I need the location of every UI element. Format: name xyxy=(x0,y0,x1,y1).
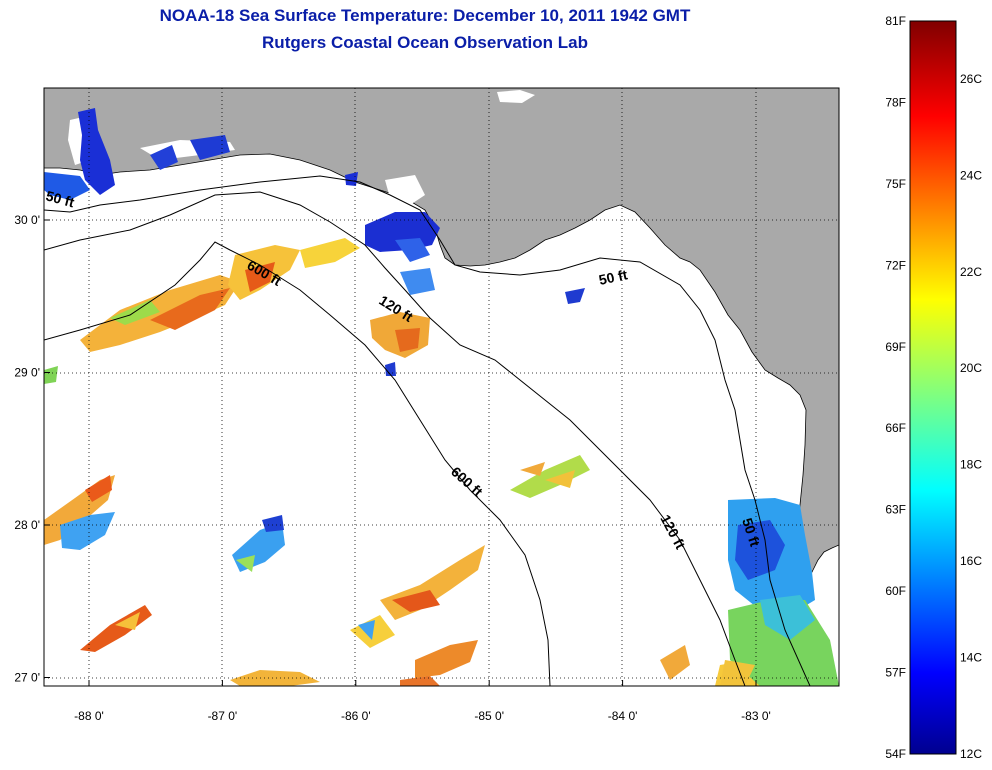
sst-patch xyxy=(545,470,575,488)
colorbar-c-label: 24C xyxy=(960,168,982,182)
colorbar-celsius-labels: 26C 24C 22C 20C 18C 16C 14C 12C xyxy=(960,72,982,761)
sst-patch xyxy=(230,670,320,686)
sst-patch xyxy=(115,612,140,630)
map-subtitle: Rutgers Coastal Ocean Observation Lab xyxy=(262,33,588,52)
lake-north xyxy=(497,90,535,103)
sst-patch xyxy=(262,515,284,532)
sst-patch xyxy=(44,172,90,200)
lon-tick-label: -86 0' xyxy=(341,709,371,723)
colorbar-c-label: 20C xyxy=(960,361,982,375)
sst-patch xyxy=(60,512,115,550)
lat-lon-grid xyxy=(44,88,839,686)
colorbar-f-label: 75F xyxy=(885,177,906,191)
colorbar-f-label: 66F xyxy=(885,421,906,435)
lon-tick-label: -84 0' xyxy=(608,709,638,723)
sst-patch xyxy=(358,620,375,640)
sst-patch xyxy=(44,366,58,384)
map-title: NOAA-18 Sea Surface Temperature: Decembe… xyxy=(159,6,691,25)
sst-patch xyxy=(150,288,230,330)
contour-120ft xyxy=(44,191,746,686)
sst-patch xyxy=(392,590,440,612)
sst-patch xyxy=(735,520,785,580)
contour-label: 50 ft xyxy=(597,266,629,288)
lat-tick-label: 29 0' xyxy=(14,366,40,380)
map-content: 50 ft 600 ft 120 ft 50 ft 600 ft 120 ft … xyxy=(44,88,839,686)
sst-patch xyxy=(78,108,115,195)
colorbar-f-label: 57F xyxy=(885,666,906,680)
sst-patch xyxy=(345,172,358,186)
colorbar-f-label: 69F xyxy=(885,340,906,354)
lon-axis: -88 0' -87 0' -86 0' -85 0' -84 0' -83 0' xyxy=(74,680,771,723)
sst-patch xyxy=(150,145,178,170)
sst-patch xyxy=(565,288,585,304)
sst-patch xyxy=(660,645,690,680)
sst-patch xyxy=(720,660,755,686)
sst-patch xyxy=(300,238,360,268)
colorbar-f-label: 54F xyxy=(885,747,906,761)
lon-tick-label: -85 0' xyxy=(474,709,504,723)
sst-patch xyxy=(400,676,440,686)
sst-patch xyxy=(85,475,112,502)
lon-tick-label: -88 0' xyxy=(74,709,104,723)
colorbar-scale xyxy=(909,20,957,755)
colorbar-c-label: 12C xyxy=(960,747,982,761)
lat-tick-label: 27 0' xyxy=(14,671,40,685)
lat-axis: 30 0' 29 0' 28 0' 27 0' xyxy=(14,213,50,685)
sst-patch xyxy=(395,328,420,352)
sst-patch xyxy=(80,275,240,352)
sst-patch xyxy=(520,462,545,476)
colorbar-c-label: 14C xyxy=(960,651,982,665)
sst-patch xyxy=(760,595,815,640)
colorbar-c-label: 16C xyxy=(960,554,982,568)
colorbar-fahrenheit-labels: 81F 78F 75F 72F 69F 66F 63F 60F 57F 54F xyxy=(885,14,906,761)
lon-tick-label: -87 0' xyxy=(208,709,238,723)
sst-patch xyxy=(385,362,396,376)
colorbar-f-label: 60F xyxy=(885,584,906,598)
colorbar-c-label: 26C xyxy=(960,72,982,86)
colorbar-f-label: 72F xyxy=(885,258,906,272)
contour-600ft xyxy=(44,241,551,686)
contour-label: 50 ft xyxy=(44,187,76,210)
colorbar-c-label: 22C xyxy=(960,265,982,279)
map-frame xyxy=(43,87,840,687)
sst-patch xyxy=(110,300,160,325)
lon-tick-label: -83 0' xyxy=(741,709,771,723)
contour-50ft xyxy=(44,175,811,686)
colorbar-c-label: 18C xyxy=(960,458,982,472)
sst-patch xyxy=(395,238,430,262)
depth-contours xyxy=(44,175,811,686)
colorbar-f-label: 78F xyxy=(885,95,906,109)
colorbar-f-label: 63F xyxy=(885,503,906,517)
lat-tick-label: 30 0' xyxy=(14,213,40,227)
lat-tick-label: 28 0' xyxy=(14,518,40,532)
sst-patch xyxy=(415,640,478,678)
sst-patch xyxy=(400,268,435,295)
colorbar-f-label: 81F xyxy=(885,14,906,28)
sst-patch xyxy=(236,555,255,572)
sst-patch xyxy=(190,135,230,160)
sst-patch xyxy=(510,455,590,498)
